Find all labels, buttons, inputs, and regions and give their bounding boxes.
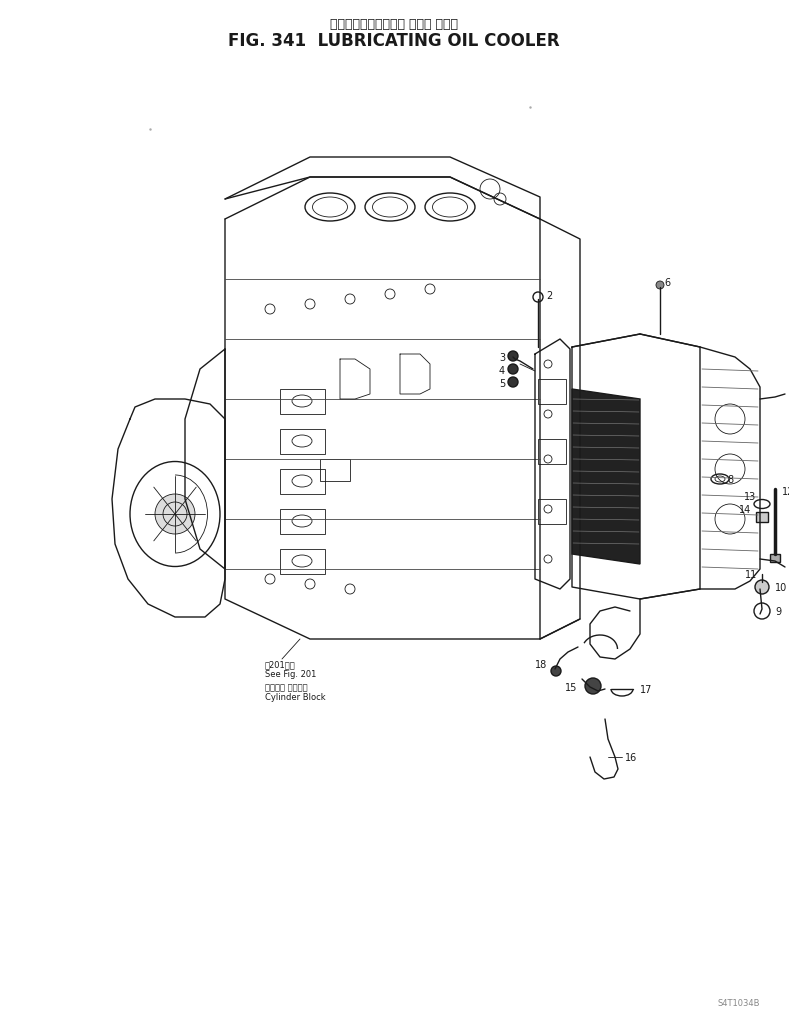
Bar [538,499,566,525]
Bar [770,554,780,562]
Bar [280,549,325,575]
Text: シリンダ ブロック: シリンダ ブロック [265,683,308,692]
Circle shape [508,352,518,362]
Text: 8: 8 [727,475,733,484]
Text: 14: 14 [739,504,751,515]
Text: 16: 16 [625,752,638,762]
Bar [538,380,566,405]
Bar [320,460,350,482]
Circle shape [551,666,561,677]
Circle shape [155,494,195,535]
Bar [538,439,566,465]
Text: 9: 9 [775,606,781,616]
Text: 15: 15 [565,683,577,692]
Text: 2: 2 [546,290,552,301]
Text: 11: 11 [745,570,757,580]
Text: See Fig. 201: See Fig. 201 [265,669,316,679]
Circle shape [585,679,601,694]
Text: 13: 13 [744,491,756,501]
Text: FIG. 341  LUBRICATING OIL COOLER: FIG. 341 LUBRICATING OIL COOLER [228,32,560,50]
Circle shape [508,378,518,387]
Text: 10: 10 [775,583,787,592]
Text: 17: 17 [640,685,653,694]
Text: 12: 12 [782,486,789,496]
Text: S4T1034B: S4T1034B [717,998,760,1007]
Polygon shape [572,389,640,565]
Text: 図201参照: 図201参照 [265,660,296,668]
Text: Cylinder Block: Cylinder Block [265,693,326,702]
Text: 7: 7 [552,570,558,580]
Bar [280,510,325,535]
Bar [280,470,325,494]
Circle shape [755,581,769,594]
Bar [280,430,325,454]
Text: 6: 6 [664,278,670,287]
Bar [280,389,325,415]
Text: 4: 4 [499,366,505,376]
Text: 18: 18 [535,659,547,669]
Text: 5: 5 [499,379,505,388]
Bar [756,513,768,523]
Text: 3: 3 [499,353,505,363]
Text: ルーブリケーティング オイル クーラ: ルーブリケーティング オイル クーラ [330,18,458,31]
Circle shape [508,365,518,375]
Circle shape [656,281,664,289]
